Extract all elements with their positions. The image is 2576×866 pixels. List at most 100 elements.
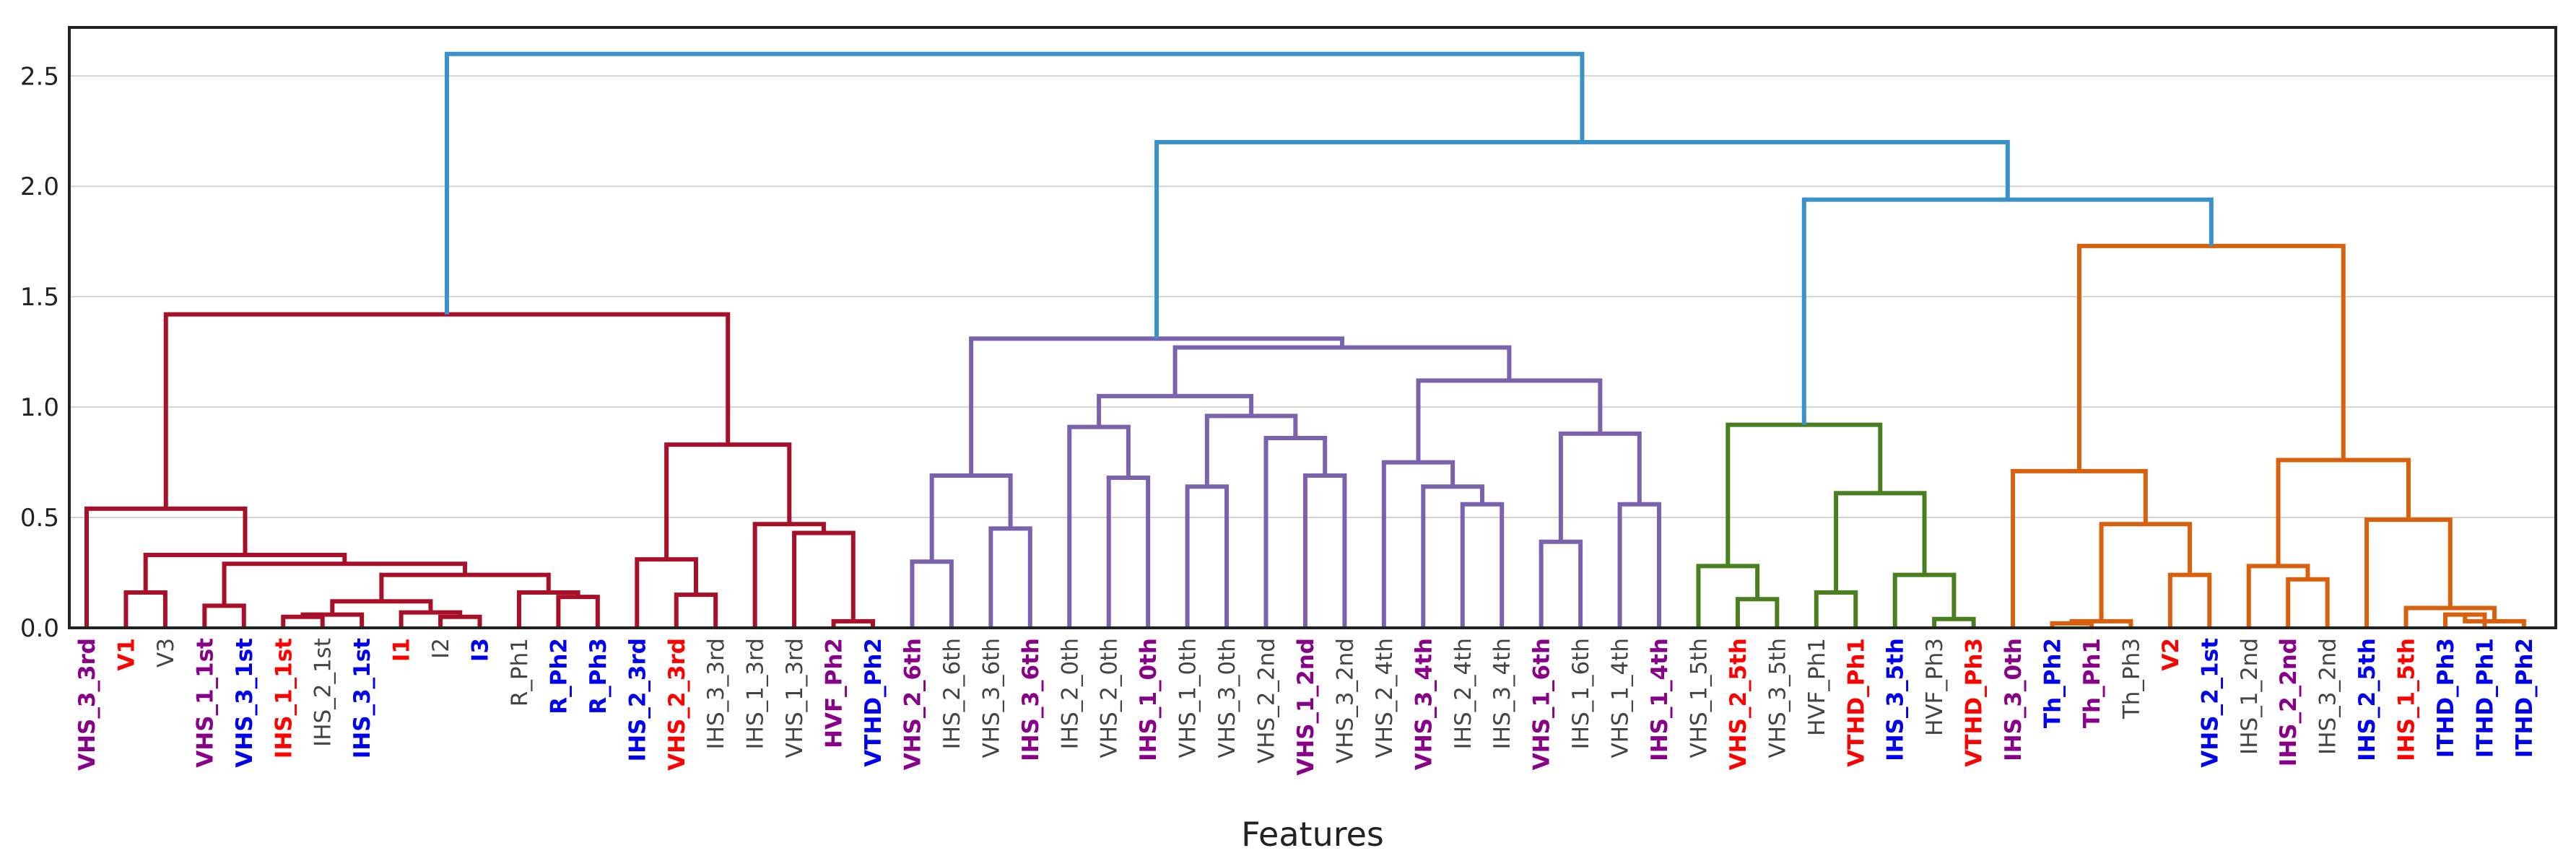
leaf-label: VHS_2_5th xyxy=(1726,638,1752,770)
leaf-label: V1 xyxy=(113,638,139,671)
dendrogram-link-root xyxy=(1154,140,2010,339)
leaf-label: Th_Ph3 xyxy=(2118,638,2144,720)
y-tick-label: 0.0 xyxy=(20,614,59,643)
leaf-label: VHS_2_2nd xyxy=(1254,638,1280,764)
dendrogram-link-green xyxy=(1834,491,1927,593)
dendrogram-link-red xyxy=(516,590,580,628)
leaf-label: V2 xyxy=(2158,638,2184,671)
leaf-label: ITHD_Ph3 xyxy=(2433,638,2459,758)
leaf-label: IHS_1_4th xyxy=(1647,638,1673,761)
leaf-label: VHS_3_2nd xyxy=(1332,638,1358,764)
leaf-label: IHS_2_3rd xyxy=(625,638,650,761)
leaf-label: VHS_1_6th xyxy=(1529,638,1555,770)
leaf-label: IHS_1_3rd xyxy=(743,638,769,749)
leaf-label: ITHD_Ph2 xyxy=(2512,638,2538,758)
leaf-label: IHS_2_4th xyxy=(1450,638,1476,749)
leaf-label: HVF_Ph2 xyxy=(822,638,848,748)
gridlines xyxy=(69,75,2556,519)
dendrogram-link-red xyxy=(831,618,875,628)
leaf-label: HVF_Ph3 xyxy=(1922,638,1948,736)
dendrogram-link-green xyxy=(1932,616,1976,628)
leaf-label: VHS_2_6th xyxy=(900,638,926,770)
leaf-label: VHS_3_6th xyxy=(978,638,1004,758)
leaf-label: V3 xyxy=(153,638,179,668)
dendrogram-link-purple xyxy=(1204,414,1298,487)
dendrogram-link-orange xyxy=(2069,618,2133,628)
x-axis-label: Features xyxy=(1241,815,1384,854)
dendrogram-link-orange xyxy=(2286,577,2330,628)
leaf-label: VHS_1_0th xyxy=(1175,638,1201,758)
leaf-label: IHS_2_0th xyxy=(1057,638,1083,749)
dendrogram-link-red xyxy=(792,530,856,628)
dendrogram-link-orange xyxy=(2364,517,2453,628)
dendrogram-link-green xyxy=(1696,564,1760,628)
leaf-label: R_Ph2 xyxy=(546,638,572,714)
leaf-label: VHS_2_0th xyxy=(1097,638,1123,758)
leaf-label: VHS_3_4th xyxy=(1411,638,1437,770)
leaf-label: VHS_2_4th xyxy=(1372,638,1398,758)
y-tick-label: 1.5 xyxy=(20,283,59,312)
dendrogram-link-red xyxy=(281,614,325,628)
dendrogram-link-red xyxy=(664,442,792,560)
leaf-labels: VHS_3_3rd V1 V3 VHS_1_1st VHS_3_1st IHS_1_1st… xyxy=(74,638,2538,776)
leaf-label: IHS_2_6th xyxy=(939,638,965,749)
leaf-label: IHS_2_5th xyxy=(2354,638,2380,761)
leaf-label: R_Ph1 xyxy=(507,638,533,707)
leaf-label: IHS_1_1st xyxy=(271,638,297,758)
dendrogram-link-root xyxy=(444,51,1585,315)
leaf-label: I2 xyxy=(428,638,454,659)
leaf-label: Th_Ph1 xyxy=(2079,638,2105,728)
leaf-label: VHS_1_1st xyxy=(192,638,218,768)
leaf-label: R_Ph3 xyxy=(586,638,612,714)
dendrogram-link-purple xyxy=(1558,431,1642,542)
leaf-label: VTHD_Ph1 xyxy=(1843,638,1869,767)
dendrogram-link-orange xyxy=(2011,468,2148,628)
leaf-label: VHS_3_1st xyxy=(232,638,258,768)
leaf-label: VHS_3_3rd xyxy=(74,638,100,771)
dendrogram-link-orange xyxy=(2463,614,2526,628)
leaf-label: IHS_1_5th xyxy=(2394,638,2420,761)
plot-frame xyxy=(68,26,2557,629)
leaf-label: IHS_3_2nd xyxy=(2315,638,2341,755)
leaf-label: VTHD_Ph2 xyxy=(861,638,887,767)
leaf-label: HVF_Ph1 xyxy=(1804,638,1830,736)
dendrogram-link-orange xyxy=(2403,605,2497,628)
dendrogram-link-red xyxy=(202,603,246,628)
leaf-label: VHS_1_4th xyxy=(1608,638,1634,758)
dendrogram-link-purple xyxy=(1460,502,1505,628)
leaf-label: IHS_3_1st xyxy=(349,638,375,758)
leaf-label: IHS_1_0th xyxy=(1136,638,1162,761)
y-tick-label: 2.5 xyxy=(20,62,59,91)
leaf-label: IHS_3_0th xyxy=(2001,638,2027,761)
leaf-label: VHS_3_5th xyxy=(1765,638,1790,758)
leaf-label: VHS_1_5th xyxy=(1686,638,1712,758)
leaf-label: I1 xyxy=(389,638,415,662)
dendrogram-link-orange xyxy=(2246,564,2310,628)
dendrogram-link-orange xyxy=(2076,243,2346,471)
dendrogram-link-red xyxy=(438,614,482,628)
y-tick-label: 1.0 xyxy=(20,393,59,422)
leaf-label: VHS_2_3rd xyxy=(664,638,690,771)
leaf-label: VHS_3_0th xyxy=(1214,638,1240,758)
y-tick-label: 0.5 xyxy=(20,504,59,533)
leaf-label: VHS_1_2nd xyxy=(1293,638,1319,776)
dendrogram-link-purple xyxy=(988,526,1032,628)
leaf-label: IHS_3_6th xyxy=(1018,638,1044,761)
leaf-label: ITHD_Ph1 xyxy=(2472,638,2498,758)
y-tick-label: 2.0 xyxy=(20,172,59,201)
y-axis-ticks: 0.0 0.5 1.0 1.5 2.0 2.5 xyxy=(20,62,59,643)
leaf-label: VHS_2_1st xyxy=(2197,638,2223,768)
leaf-label: IHS_1_6th xyxy=(1568,638,1594,749)
dendrogram-link-red xyxy=(123,590,167,628)
dendrogram-link-purple xyxy=(1617,502,1661,628)
leaf-label: Th_Ph2 xyxy=(2040,638,2066,728)
leaf-label: IHS_3_3rd xyxy=(703,638,729,749)
dendrogram-links xyxy=(84,51,2526,628)
leaf-label: IHS_3_4th xyxy=(1489,638,1515,749)
dendrogram-link-purple xyxy=(1097,393,1254,427)
leaf-label: VTHD_Ph3 xyxy=(1962,638,1988,767)
dendrogram-link-red xyxy=(674,592,718,628)
leaf-label: VHS_1_3rd xyxy=(782,638,808,758)
leaf-label: I3 xyxy=(468,638,494,662)
